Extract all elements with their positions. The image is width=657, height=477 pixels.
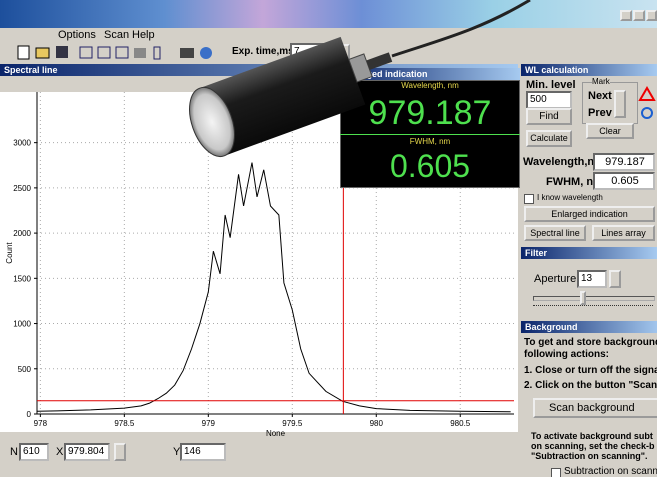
background-title: Background	[521, 321, 657, 333]
slider-track	[533, 296, 655, 301]
sensor-body	[181, 23, 403, 162]
step-line: 1. Close or turn off the signal s	[524, 365, 657, 376]
x-input[interactable]: 979.804	[64, 443, 110, 461]
subtract-label: Subtraction on scanni	[564, 466, 657, 477]
triangle-icon[interactable]	[640, 88, 654, 100]
subtract-checkbox[interactable]	[551, 468, 561, 477]
know-wl-label: I know wavelength	[537, 193, 603, 202]
wl-input[interactable]: 979.187	[593, 153, 655, 171]
intro-line: To get and store background	[524, 337, 657, 348]
slider-ticks	[533, 305, 653, 308]
lines-button[interactable]: Lines array	[592, 225, 655, 241]
wl-title: WL calculation	[521, 64, 657, 76]
y-tick-label: 1500	[13, 274, 31, 283]
y-input[interactable]: 146	[180, 443, 226, 461]
next-label[interactable]: Next	[588, 90, 612, 102]
x-tick-label: 980	[370, 419, 384, 428]
aperture-label: Aperture	[534, 273, 576, 285]
y-tick-label: 1000	[13, 320, 31, 329]
know-wl-checkbox[interactable]	[524, 194, 534, 204]
x-tick-label: 978.5	[114, 419, 135, 428]
wl-label: Wavelength,nm	[523, 156, 604, 168]
n-input[interactable]: 610	[19, 443, 49, 461]
aperture-spinner[interactable]	[609, 270, 621, 288]
step-line: 2. Click on the button "Scan ba	[524, 380, 657, 391]
find-button[interactable]: Find	[526, 108, 572, 125]
mark-label: Mark	[592, 77, 610, 86]
mark-spinner[interactable]	[614, 90, 626, 118]
x-tick-label: 979	[202, 419, 216, 428]
calculate-button[interactable]: Calculate	[526, 130, 572, 147]
note-line: "Subtraction on scanning".	[531, 451, 648, 461]
x-axis-label: None	[266, 429, 286, 436]
slider-thumb[interactable]	[580, 291, 586, 305]
note-line: on scanning, set the check-b	[531, 441, 655, 451]
x-tick-label: 978	[34, 419, 48, 428]
x-label: X	[56, 446, 63, 458]
prev-label[interactable]: Prev	[588, 107, 612, 119]
n-label: N	[10, 446, 18, 458]
filter-title: Filter	[521, 247, 657, 259]
y-tick-label: 0	[27, 410, 32, 419]
clear-button[interactable]: Clear	[586, 123, 634, 139]
fwhm-input[interactable]: 0.605	[593, 172, 655, 190]
intro-line: following actions:	[524, 349, 609, 360]
app-window: Options Scan Help Exp. time,ms 7 Spectra…	[0, 0, 657, 477]
y-tick-label: 500	[18, 365, 32, 374]
circle-icon[interactable]	[642, 108, 652, 118]
mark-icons	[638, 86, 656, 122]
cable	[392, 0, 530, 56]
scan-background-button[interactable]: Scan background	[533, 398, 657, 418]
background-panel: To get and store background following ac…	[521, 334, 657, 477]
x-tick-label: 979.5	[282, 419, 303, 428]
x-spinner[interactable]	[114, 443, 126, 461]
x-tick-label: 980.5	[450, 419, 471, 428]
aperture-input[interactable]: 13	[577, 270, 607, 288]
min-level-input[interactable]: 500	[526, 91, 572, 109]
note-line: To activate background subt	[531, 431, 653, 441]
min-level-label: Min. level	[526, 79, 576, 91]
enlarged-button[interactable]: Enlarged indication	[524, 206, 655, 222]
spectral-button[interactable]: Spectral line	[524, 225, 586, 241]
